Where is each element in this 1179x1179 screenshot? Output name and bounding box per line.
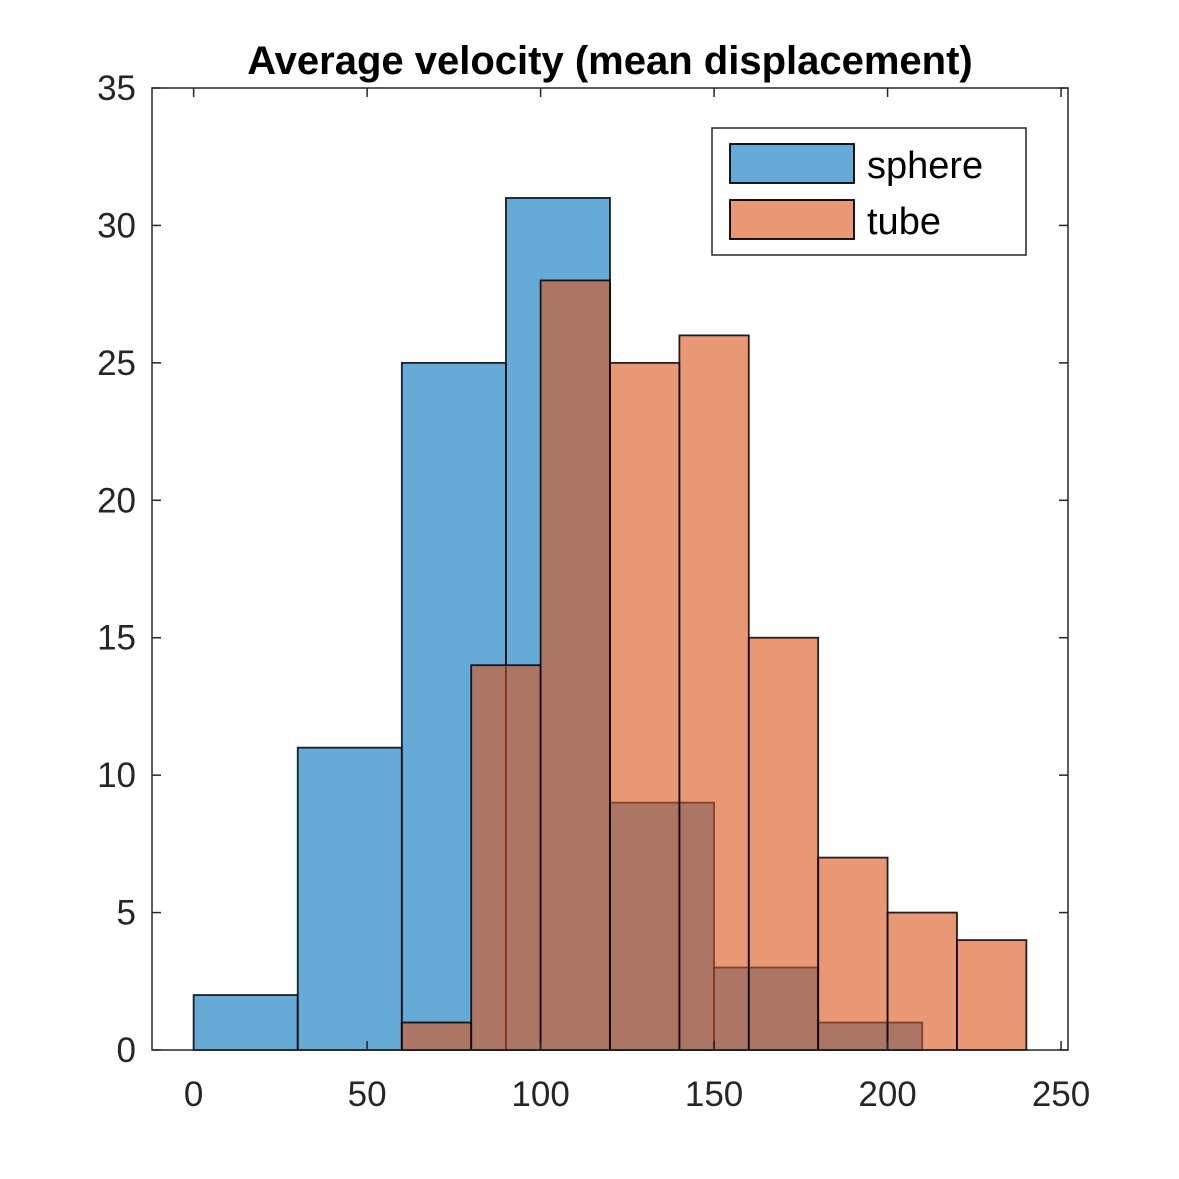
- tube-bar: [400, 1021, 473, 1051]
- sphere-bar: [192, 994, 299, 1051]
- y-tick-label: 30: [97, 206, 136, 245]
- legend: sphere tube: [711, 127, 1027, 256]
- sphere-legend-swatch: [729, 143, 855, 184]
- plot-box: [151, 87, 1069, 1051]
- chart-title: Average velocity (mean displacement): [247, 39, 972, 83]
- tube-bar: [886, 911, 958, 1051]
- y-tick-label: 10: [97, 756, 136, 795]
- y-tick-label: 15: [97, 619, 136, 658]
- x-tick-label: 100: [511, 1075, 569, 1114]
- x-tick-label: 50: [348, 1075, 387, 1114]
- tube-bar: [470, 664, 542, 1051]
- tube-bar: [817, 856, 889, 1051]
- tube-legend-swatch: [729, 199, 855, 240]
- tube-bar: [956, 939, 1028, 1051]
- tube-legend-label: tube: [867, 201, 941, 243]
- bars-layer: [192, 197, 1028, 1051]
- y-tick-label: 25: [97, 344, 136, 383]
- tube-bar: [539, 279, 611, 1051]
- y-tick-label: 0: [117, 1031, 136, 1070]
- tube-bar: [678, 334, 750, 1051]
- tube-bar: [747, 636, 820, 1051]
- y-tick-label: 35: [97, 69, 136, 108]
- tube-bar: [609, 361, 681, 1051]
- y-tick-label: 5: [117, 894, 136, 933]
- tube-series: [400, 279, 1028, 1051]
- x-tick-label: 250: [1032, 1075, 1090, 1114]
- sphere-legend-label: sphere: [867, 145, 983, 187]
- x-tick-label: 200: [858, 1075, 916, 1114]
- axes-layer: 0 5 10 15 20 25 30 35 0 50 100 150 200 250: [97, 69, 1090, 1114]
- sphere-bar: [296, 746, 403, 1051]
- y-tick-label: 20: [97, 481, 136, 520]
- x-tick-label: 0: [184, 1075, 203, 1114]
- x-tick-label: 150: [685, 1075, 743, 1114]
